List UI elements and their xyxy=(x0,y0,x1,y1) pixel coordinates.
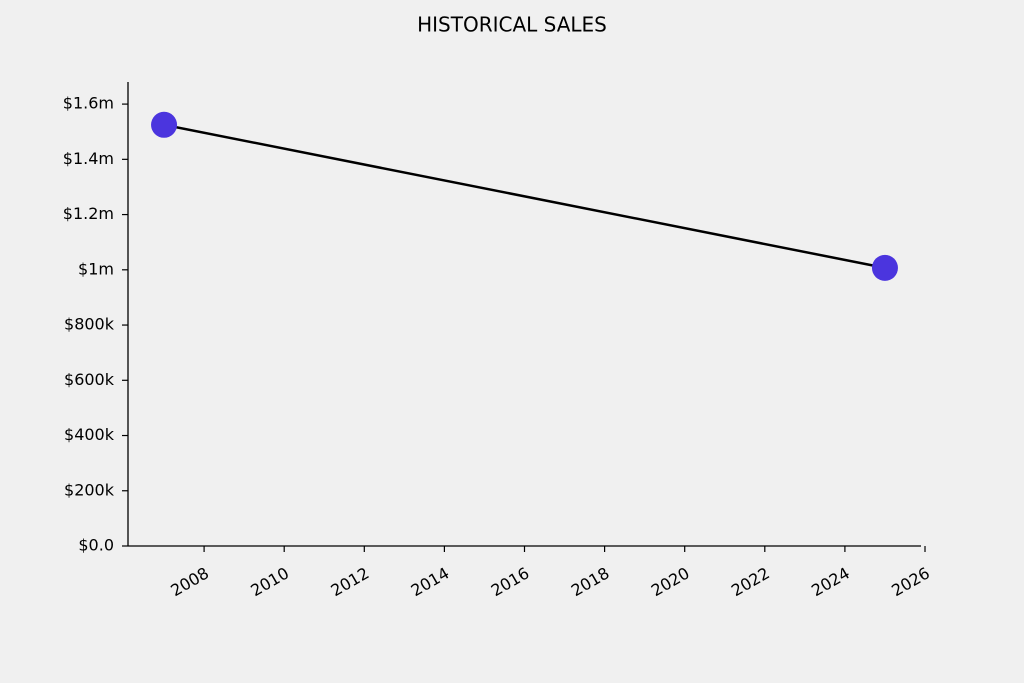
y-tick-label: $800k xyxy=(64,315,115,334)
y-tick-label: $1.2m xyxy=(63,204,114,223)
y-tick-label: $1.6m xyxy=(63,94,114,113)
point xyxy=(151,111,178,138)
y-tick-label: $1.4m xyxy=(63,149,114,168)
y-tick-label: $600k xyxy=(64,370,115,389)
line xyxy=(163,123,886,270)
y-tick-label: $400k xyxy=(64,425,115,444)
y-tick-label: $1m xyxy=(78,259,114,278)
y-tick-label: $0.0 xyxy=(78,536,114,555)
y-tick-label: $200k xyxy=(64,480,115,499)
point xyxy=(871,254,898,281)
chart-title: HISTORICAL SALES xyxy=(417,13,607,37)
